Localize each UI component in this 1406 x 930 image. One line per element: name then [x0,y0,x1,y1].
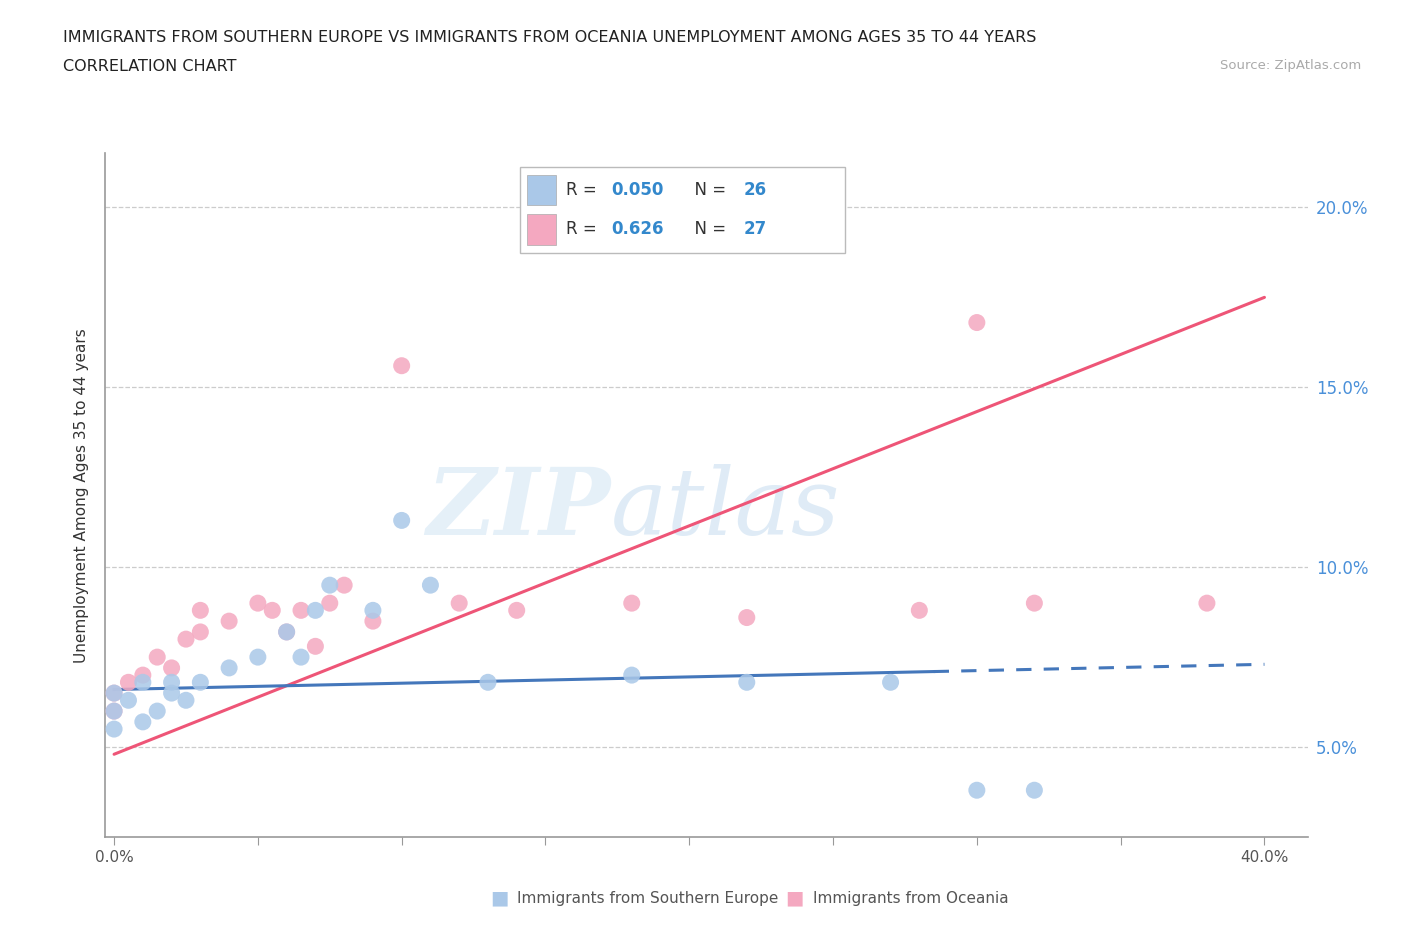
Text: 26: 26 [744,181,766,199]
Point [1195,596,1218,611]
Point [966,783,988,798]
Point [304,603,326,618]
Point [391,513,413,528]
Point [419,578,441,592]
Text: IMMIGRANTS FROM SOUTHERN EUROPE VS IMMIGRANTS FROM OCEANIA UNEMPLOYMENT AMONG AG: IMMIGRANTS FROM SOUTHERN EUROPE VS IMMIG… [63,30,1036,45]
Text: N =: N = [683,220,731,238]
Point [117,693,139,708]
Text: atlas: atlas [610,464,839,554]
Point [103,685,125,700]
Point [333,578,356,592]
Point [146,650,169,665]
Point [160,675,183,690]
Point [290,603,312,618]
Point [477,675,499,690]
Text: R =: R = [565,220,602,238]
Text: 27: 27 [744,220,768,238]
Point [304,639,326,654]
Point [160,660,183,675]
Y-axis label: Unemployment Among Ages 35 to 44 years: Unemployment Among Ages 35 to 44 years [75,328,90,662]
Text: ■: ■ [785,889,804,908]
Point [361,603,384,618]
Text: R =: R = [565,181,602,199]
Point [117,675,139,690]
FancyBboxPatch shape [527,215,557,245]
Point [174,693,197,708]
Point [188,675,212,690]
Text: ■: ■ [489,889,509,908]
Point [103,704,125,719]
Point [966,315,988,330]
Point [1024,783,1046,798]
Point [262,603,284,618]
Point [188,603,212,618]
Point [218,614,240,629]
Text: N =: N = [683,181,731,199]
Point [449,596,471,611]
Point [146,704,169,719]
Text: Source: ZipAtlas.com: Source: ZipAtlas.com [1220,59,1361,72]
Text: 0.050: 0.050 [612,181,664,199]
Point [879,675,901,690]
Text: CORRELATION CHART: CORRELATION CHART [63,59,236,73]
Point [132,714,155,729]
Point [735,610,758,625]
Point [391,358,413,373]
Point [132,668,155,683]
Point [188,625,212,640]
Point [246,596,269,611]
Text: 0.626: 0.626 [612,220,664,238]
FancyBboxPatch shape [520,167,845,253]
Point [246,650,269,665]
Point [174,631,197,646]
Point [908,603,931,618]
Point [218,660,240,675]
Point [160,685,183,700]
Text: Immigrants from Southern Europe: Immigrants from Southern Europe [517,891,779,906]
Point [103,704,125,719]
Text: Immigrants from Oceania: Immigrants from Oceania [813,891,1008,906]
Text: ZIP: ZIP [426,464,610,554]
Point [1024,596,1046,611]
Point [319,596,342,611]
Point [276,625,298,640]
Point [103,722,125,737]
Point [620,668,643,683]
Point [361,614,384,629]
Point [506,603,529,618]
Point [132,675,155,690]
Point [276,625,298,640]
FancyBboxPatch shape [527,175,557,206]
Point [319,578,342,592]
Point [620,596,643,611]
Point [103,685,125,700]
Point [290,650,312,665]
Point [735,675,758,690]
